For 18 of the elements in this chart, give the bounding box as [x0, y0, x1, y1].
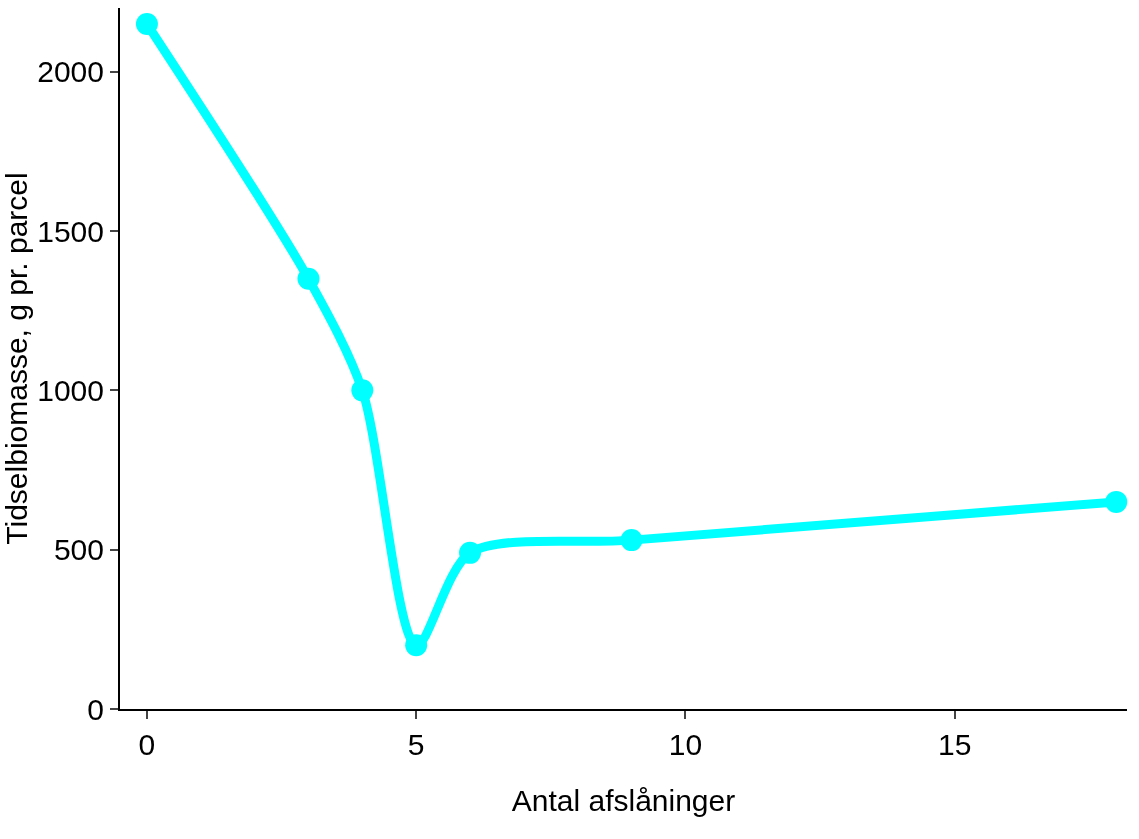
point: [351, 379, 374, 402]
point: [459, 541, 482, 564]
y-axis-title: Tidselbiomasse, g pr. parcel: [0, 172, 33, 545]
y-tick-label: 1000: [37, 373, 104, 407]
point: [1105, 490, 1128, 513]
y-tick-label: 0: [87, 692, 104, 726]
x-tick-label: 10: [668, 728, 703, 761]
x-axis-title: Antal afslåninger: [511, 784, 736, 817]
y-tick-label: 500: [53, 533, 104, 567]
y-tick-label: 2000: [37, 55, 104, 89]
point: [405, 634, 428, 657]
y-tick-label: 1500: [37, 214, 104, 248]
point: [135, 12, 158, 35]
x-tick-label: 0: [138, 728, 156, 761]
x-tick-label: 5: [407, 728, 425, 761]
point: [620, 529, 643, 552]
point: [297, 267, 320, 290]
x-tick-label: 15: [937, 728, 972, 761]
